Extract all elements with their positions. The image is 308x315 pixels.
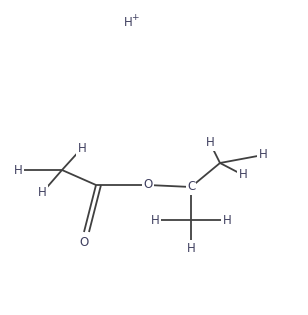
- Text: H: H: [239, 169, 247, 181]
- Text: +: +: [131, 13, 139, 21]
- Text: H: H: [151, 214, 159, 226]
- Text: H: H: [259, 148, 267, 162]
- Text: H: H: [78, 141, 86, 154]
- Text: O: O: [79, 236, 89, 249]
- Text: H: H: [38, 186, 47, 199]
- Text: H: H: [223, 214, 231, 226]
- Text: H: H: [187, 242, 195, 255]
- Text: O: O: [144, 179, 153, 192]
- Text: H: H: [14, 163, 22, 176]
- Text: H: H: [124, 15, 132, 28]
- Text: H: H: [206, 136, 214, 150]
- Text: C: C: [187, 180, 195, 193]
